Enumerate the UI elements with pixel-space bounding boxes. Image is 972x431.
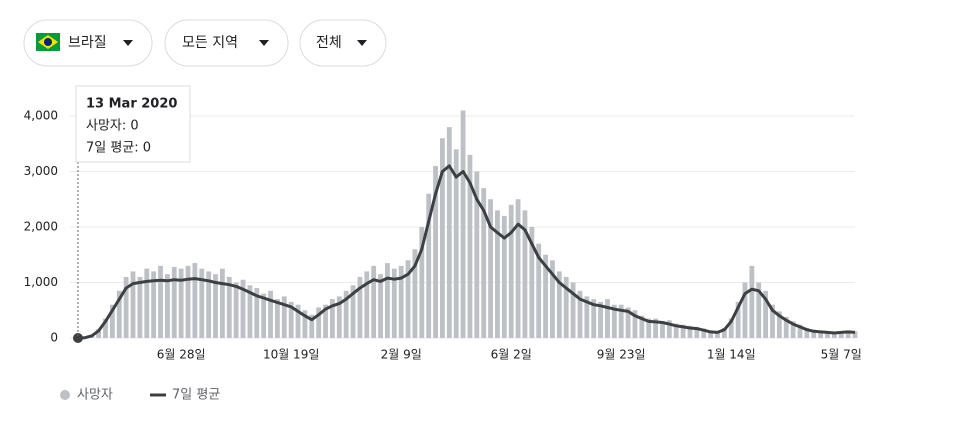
bar <box>605 299 610 338</box>
filter-bar: 브라질 모든 지역 전체 <box>24 20 386 66</box>
tooltip-date: 13 Mar 2020 <box>86 97 177 112</box>
legend-label: 7일 평균 <box>172 388 220 403</box>
bar <box>234 283 239 339</box>
flag-circle <box>44 38 52 46</box>
bar <box>131 271 136 338</box>
bar <box>268 291 273 338</box>
y-tick-label: 3,000 <box>24 164 58 178</box>
legend-marker <box>60 390 70 400</box>
bar <box>275 299 280 338</box>
bar <box>516 199 521 338</box>
x-tick-label: 6월 28일 <box>157 348 206 362</box>
y-tick-label: 1,000 <box>24 275 58 289</box>
bar <box>158 266 163 338</box>
y-tick-label: 2,000 <box>24 220 58 234</box>
bar <box>385 263 390 338</box>
bar <box>261 294 266 338</box>
bar <box>447 127 452 338</box>
bar <box>461 110 466 338</box>
bar <box>144 269 149 338</box>
x-tick-label: 10월 19일 <box>263 348 319 362</box>
tooltip-line: 사망자: 0 <box>86 119 139 134</box>
bar <box>220 269 225 338</box>
bar <box>509 205 514 338</box>
x-tick-label: 6월 2일 <box>491 348 532 362</box>
x-tick-label: 9월 23일 <box>597 348 646 362</box>
bar <box>502 216 507 338</box>
bar <box>440 138 445 338</box>
y-tick-label: 4,000 <box>24 109 58 123</box>
bar <box>165 274 170 338</box>
y-tick-label: 0 <box>50 331 58 345</box>
legend: 사망자 7일 평균 <box>60 388 220 403</box>
button-label: 전체 <box>316 35 342 51</box>
bar <box>749 266 754 338</box>
button-label: 모든 지역 <box>182 35 238 51</box>
bar <box>172 267 177 338</box>
x-tick-label: 1월 14일 <box>707 348 756 362</box>
x-tick-label: 2월 9일 <box>381 348 422 362</box>
scope-button[interactable] <box>300 20 386 66</box>
bar <box>378 274 383 338</box>
bar <box>371 266 376 338</box>
tooltip-line: 7일 평균: 0 <box>86 141 151 156</box>
bar <box>137 277 142 338</box>
legend-label: 사망자 <box>77 388 113 403</box>
button-label: 브라질 <box>68 35 107 51</box>
bar <box>192 263 197 338</box>
bar <box>186 266 191 338</box>
x-tick-label: 5월 7일 <box>821 348 862 362</box>
